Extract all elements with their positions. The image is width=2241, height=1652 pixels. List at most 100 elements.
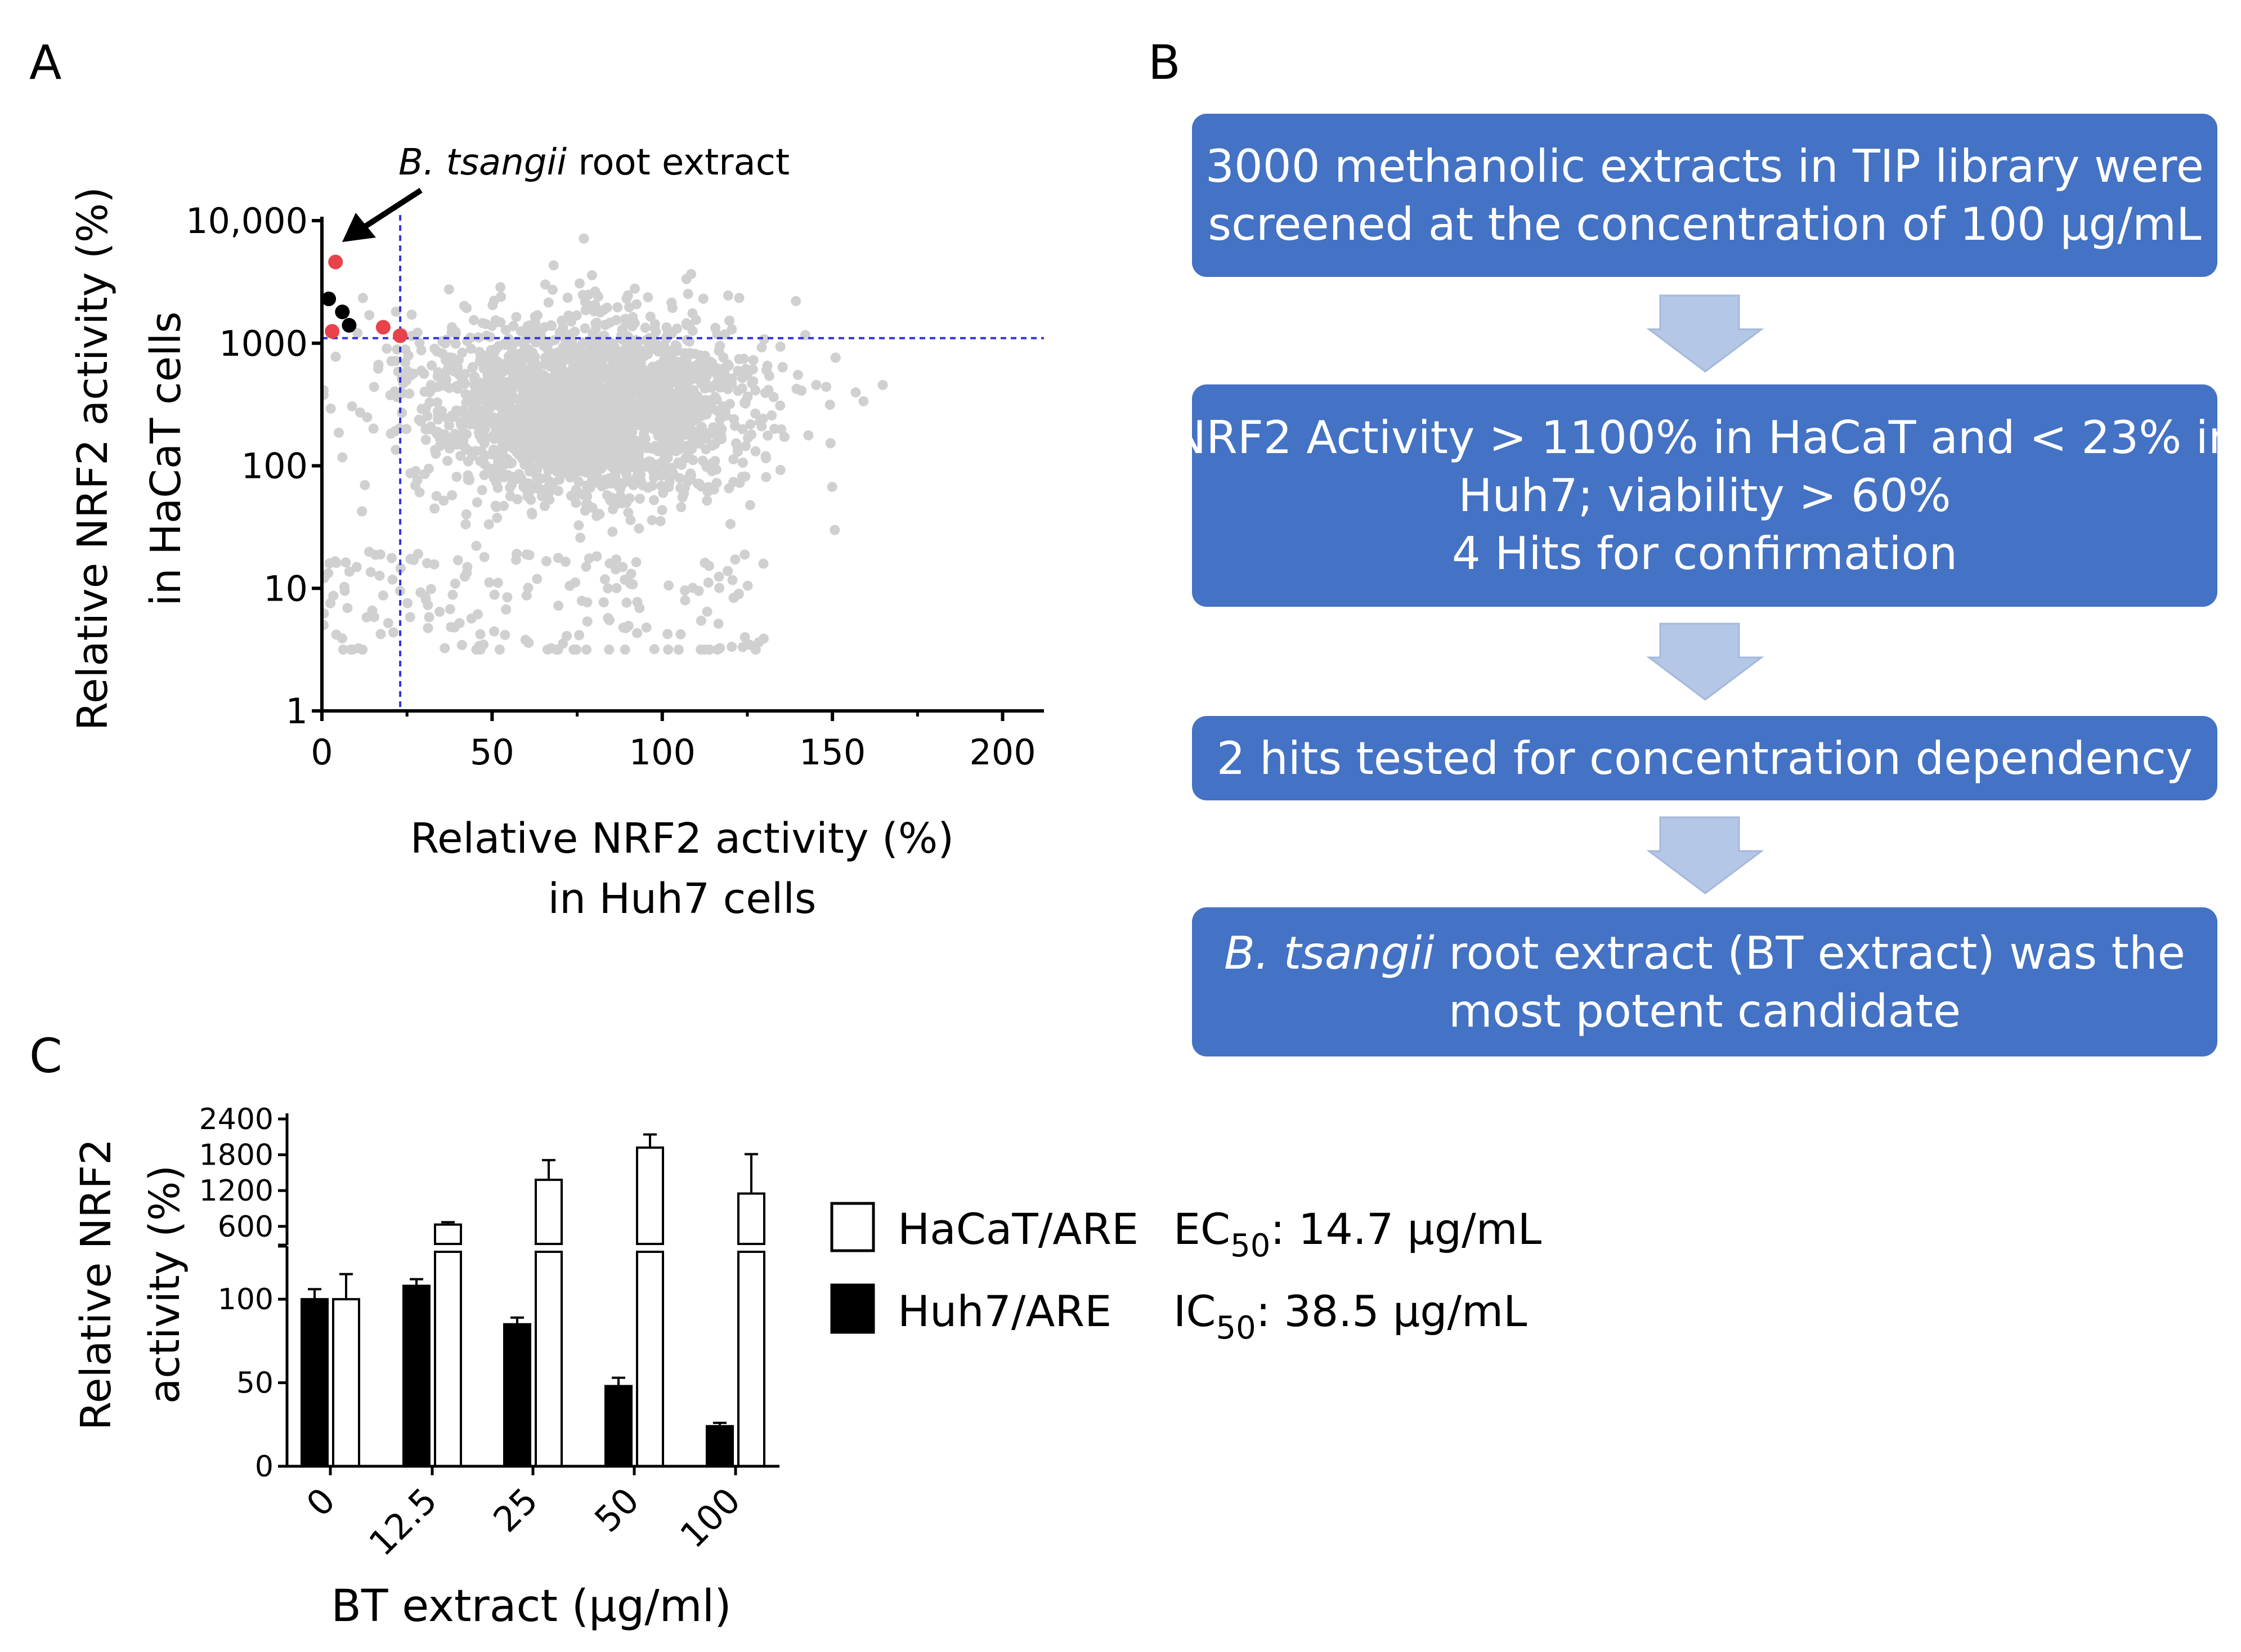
cloud-point bbox=[555, 437, 566, 448]
cloud-point bbox=[755, 417, 765, 427]
hacat-bar-lower bbox=[636, 1251, 664, 1467]
cloud-point bbox=[423, 623, 433, 633]
cloud-point bbox=[605, 495, 616, 506]
annotation-rest: root extract bbox=[567, 142, 790, 183]
cloud-point bbox=[727, 324, 737, 335]
cloud-point bbox=[666, 329, 677, 339]
cloud-point bbox=[658, 370, 669, 381]
cloud-point bbox=[534, 483, 545, 494]
cloud-point bbox=[410, 480, 420, 491]
cloud-point bbox=[474, 377, 485, 388]
cloud-point bbox=[575, 532, 586, 543]
cloud-point bbox=[472, 497, 482, 508]
cloud-point bbox=[703, 577, 714, 588]
cloud-point bbox=[337, 452, 348, 463]
cloud-point bbox=[552, 347, 563, 358]
cloud-point bbox=[598, 597, 609, 608]
cloud-point bbox=[811, 380, 822, 390]
cloud-point bbox=[445, 604, 455, 615]
cloud-point bbox=[645, 311, 656, 322]
cloud-point bbox=[631, 439, 642, 450]
cloud-point bbox=[761, 453, 771, 463]
cloud-point bbox=[621, 319, 631, 329]
cloud-point bbox=[484, 465, 495, 476]
cloud-point bbox=[521, 590, 532, 601]
cloud-point bbox=[554, 474, 564, 485]
cloud-point bbox=[382, 343, 392, 354]
cloud-point bbox=[662, 629, 673, 639]
cloud-point bbox=[474, 641, 485, 651]
flow-box-3-line-1: 2 hits tested for concentration dependen… bbox=[1216, 732, 2193, 785]
cloud-point bbox=[541, 450, 552, 460]
cloud-point bbox=[618, 440, 629, 450]
cloud-point bbox=[352, 328, 363, 338]
cloud-point bbox=[791, 383, 802, 394]
cloud-point bbox=[575, 361, 586, 372]
cloud-point bbox=[435, 380, 446, 391]
cloud-point bbox=[687, 583, 698, 593]
cloud-point bbox=[620, 644, 630, 655]
cloud-point bbox=[485, 332, 495, 342]
hacat-bar-upper bbox=[636, 1146, 664, 1245]
cloud-point bbox=[391, 306, 401, 317]
cloud-point bbox=[491, 343, 502, 353]
cloud-point bbox=[459, 441, 470, 452]
legend-name-huh7: Huh7/ARE bbox=[898, 1286, 1111, 1336]
cloud-point bbox=[383, 617, 393, 628]
cloud-point bbox=[739, 632, 750, 643]
cloud-point bbox=[696, 422, 707, 432]
flow-box-result: B. tsangii root extract (BT extract) was… bbox=[1192, 907, 2217, 1056]
cloud-point bbox=[702, 606, 712, 617]
annotation-species: B. tsangii bbox=[398, 142, 567, 183]
cloud-point bbox=[539, 322, 550, 333]
cloud-point bbox=[674, 433, 684, 444]
cloud-point bbox=[499, 431, 510, 441]
bar-upper-tick-label: 600 bbox=[218, 1210, 274, 1244]
cloud-point bbox=[419, 469, 430, 480]
cloud-point bbox=[434, 606, 445, 617]
cloud-point bbox=[530, 398, 541, 409]
cloud-point bbox=[493, 385, 504, 396]
cloud-point bbox=[635, 477, 646, 487]
cloud-point bbox=[674, 383, 685, 394]
cloud-point bbox=[464, 474, 474, 485]
cloud-point bbox=[424, 612, 434, 623]
flow-box-criteria: NRF2 Activity > 1100% in HaCaT and < 23%… bbox=[1172, 384, 2237, 607]
cloud-point bbox=[618, 623, 629, 633]
cloud-point bbox=[629, 414, 640, 424]
bar-lower-tick-label: 50 bbox=[236, 1367, 274, 1400]
cloud-point bbox=[471, 540, 482, 551]
cloud-point bbox=[759, 334, 769, 344]
cloud-point bbox=[479, 552, 490, 562]
cloud-point bbox=[496, 292, 507, 302]
cloud-point bbox=[465, 332, 476, 343]
cloud-point bbox=[663, 644, 674, 655]
cloud-point bbox=[554, 410, 565, 420]
cloud-point bbox=[420, 594, 431, 605]
legend: HaCaT/ARE EC50: 14.7 µg/mL Huh7/ARE IC50… bbox=[830, 1202, 1541, 1346]
cloud-point bbox=[532, 464, 543, 475]
cloud-point bbox=[466, 613, 477, 624]
cloud-point bbox=[494, 644, 505, 655]
cloud-point bbox=[518, 430, 528, 441]
cloud-point bbox=[508, 443, 518, 453]
cloud-point bbox=[754, 637, 764, 648]
cloud-point bbox=[499, 500, 509, 511]
cloud-point bbox=[642, 462, 652, 472]
cloud-point bbox=[416, 365, 427, 376]
cloud-point bbox=[534, 406, 544, 417]
cloud-point bbox=[641, 622, 652, 633]
cloud-point bbox=[389, 426, 400, 437]
cloud-point bbox=[643, 393, 653, 404]
scatter-y-label-1: Relative NRF2 activity (%) bbox=[69, 187, 117, 731]
cloud-point bbox=[444, 443, 455, 454]
cloud-point bbox=[712, 369, 723, 380]
cloud-point bbox=[402, 598, 413, 608]
cloud-point bbox=[682, 335, 692, 346]
cloud-point bbox=[516, 352, 527, 363]
cloud-point bbox=[599, 574, 610, 585]
cloud-point bbox=[548, 284, 558, 295]
cloud-point bbox=[524, 410, 535, 421]
cloud-point bbox=[516, 447, 526, 458]
cloud-point bbox=[470, 446, 481, 456]
